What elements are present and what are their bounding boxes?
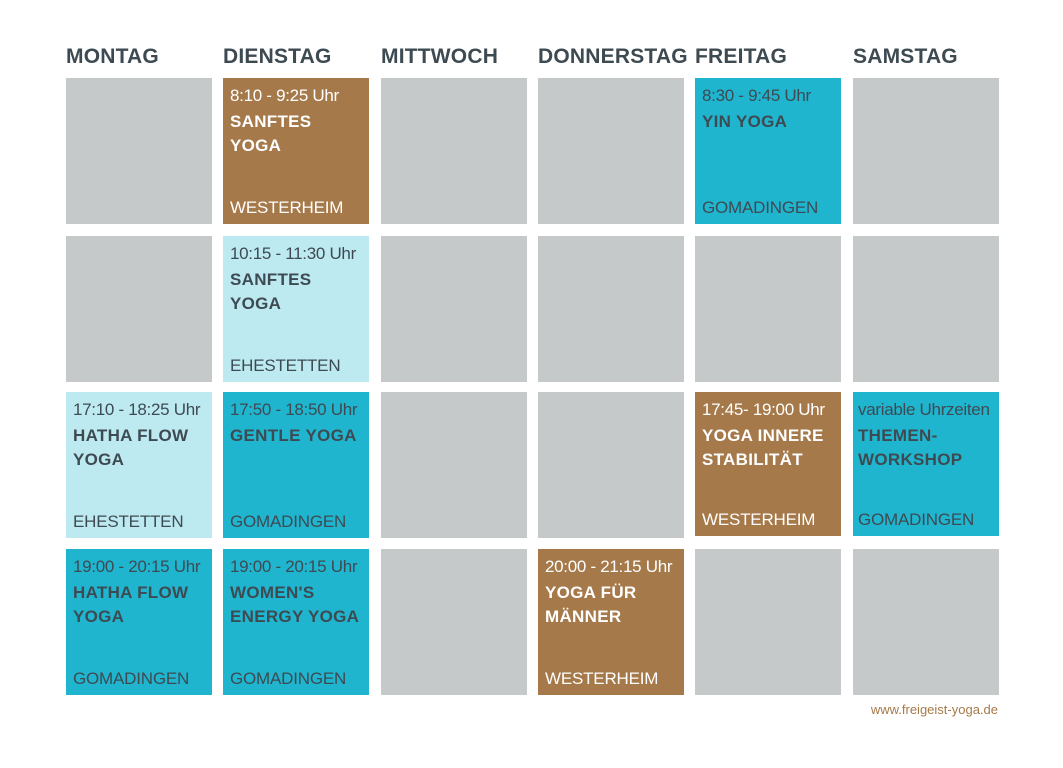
class-location: GOMADINGEN: [858, 510, 975, 529]
class-card[interactable]: 19:00 - 20:15 Uhr WOMEN'S ENERGY YOGA GO…: [223, 549, 369, 695]
class-title: THEMEN-WORKSHOP: [858, 426, 963, 469]
empty-slot: [538, 392, 684, 538]
empty-slot: [538, 78, 684, 224]
empty-slot: [381, 392, 527, 538]
class-title: YOGA FÜR MÄNNER: [545, 583, 637, 626]
empty-slot: [381, 549, 527, 695]
class-time: 20:00 - 21:15 Uhr: [545, 557, 673, 576]
class-time: 10:15 - 11:30 Uhr: [230, 244, 356, 263]
day-header-wednesday: MITTWOCH: [381, 45, 499, 68]
class-time: 17:50 - 18:50 Uhr: [230, 400, 358, 419]
class-card[interactable]: 10:15 - 11:30 Uhr SANFTES YOGA EHESTETTE…: [223, 236, 369, 382]
website-link[interactable]: www.freigeist-yoga.de: [870, 702, 998, 717]
class-location: EHESTETTEN: [230, 356, 341, 375]
class-time: 8:30 - 9:45 Uhr: [702, 86, 811, 105]
class-title: HATHA FLOW YOGA: [73, 426, 189, 469]
class-card[interactable]: 8:30 - 9:45 Uhr YIN YOGA GOMADINGEN: [695, 78, 841, 224]
empty-slot: [538, 236, 684, 382]
class-title: YOGA INNERE STABILITÄT: [702, 426, 824, 469]
class-title: GENTLE YOGA: [230, 426, 357, 445]
class-location: GOMADINGEN: [702, 198, 819, 217]
class-card[interactable]: 17:10 - 18:25 Uhr HATHA FLOW YOGA EHESTE…: [66, 392, 212, 538]
day-header-tuesday: DIENSTAG: [223, 45, 332, 68]
empty-slot: [853, 549, 999, 695]
day-header-thursday: DONNERSTAG: [538, 45, 688, 68]
class-location: EHESTETTEN: [73, 512, 184, 531]
class-title: SANFTES YOGA: [230, 270, 312, 313]
empty-slot: [853, 78, 999, 224]
class-time: 19:00 - 20:15 Uhr: [73, 557, 201, 576]
class-card[interactable]: 20:00 - 21:15 Uhr YOGA FÜR MÄNNER WESTER…: [538, 549, 684, 695]
empty-slot: [66, 78, 212, 224]
day-header-saturday: SAMSTAG: [853, 45, 958, 68]
class-location: GOMADINGEN: [73, 669, 190, 688]
empty-slot: [853, 236, 999, 382]
empty-slot: [381, 78, 527, 224]
class-title: WOMEN'S ENERGY YOGA: [230, 583, 360, 626]
class-card[interactable]: 17:50 - 18:50 Uhr GENTLE YOGA GOMADINGEN: [223, 392, 369, 538]
class-location: GOMADINGEN: [230, 512, 347, 531]
empty-slot: [66, 236, 212, 382]
day-header-friday: FREITAG: [695, 45, 788, 68]
class-card[interactable]: 19:00 - 20:15 Uhr HATHA FLOW YOGA GOMADI…: [66, 549, 212, 695]
empty-slot: [381, 236, 527, 382]
class-title: YIN YOGA: [702, 112, 788, 131]
class-title: HATHA FLOW YOGA: [73, 583, 189, 626]
class-title: SANFTES YOGA: [230, 112, 312, 155]
day-header-monday: MONTAG: [66, 45, 159, 68]
class-location: GOMADINGEN: [230, 669, 347, 688]
class-time: variable Uhrzeiten: [858, 400, 990, 419]
class-card[interactable]: variable Uhrzeiten THEMEN-WORKSHOP GOMAD…: [853, 392, 999, 536]
class-location: WESTERHEIM: [545, 669, 659, 688]
class-time: 8:10 - 9:25 Uhr: [230, 86, 339, 105]
empty-slot: [695, 236, 841, 382]
class-card[interactable]: 8:10 - 9:25 Uhr SANFTES YOGA WESTERHEIM: [223, 78, 369, 224]
class-location: WESTERHEIM: [230, 198, 344, 217]
class-time: 19:00 - 20:15 Uhr: [230, 557, 358, 576]
class-time: 17:45- 19:00 Uhr: [702, 400, 825, 419]
class-time: 17:10 - 18:25 Uhr: [73, 400, 201, 419]
class-location: WESTERHEIM: [702, 510, 816, 529]
empty-slot: [695, 549, 841, 695]
class-card[interactable]: 17:45- 19:00 Uhr YOGA INNERE STABILITÄT …: [695, 392, 841, 536]
